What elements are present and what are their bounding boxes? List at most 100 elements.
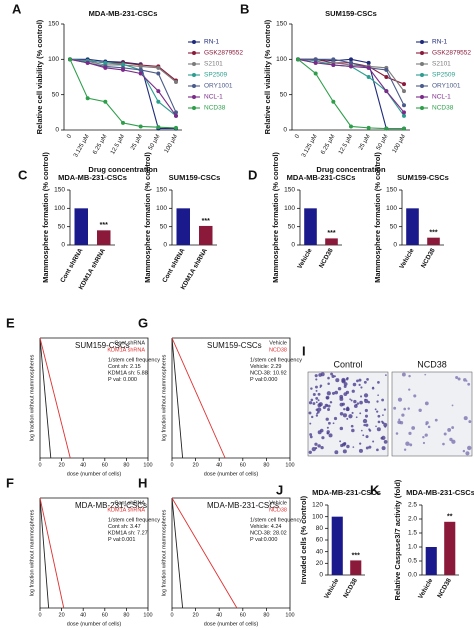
note: 1/stem cell frequency (108, 357, 160, 363)
cell (360, 386, 363, 389)
point (402, 110, 406, 115)
cell (462, 449, 466, 453)
cell (364, 408, 368, 413)
y-tick-label: 150 (276, 21, 287, 28)
x-tick-label: Vehicle (417, 577, 434, 600)
y-tick-label: 80 (316, 525, 324, 532)
point (384, 126, 389, 131)
point (331, 62, 336, 67)
cell (333, 416, 338, 421)
point (331, 99, 336, 104)
x-tick-label: 40 (216, 462, 222, 468)
legend-marker (192, 106, 196, 110)
cell (382, 414, 384, 417)
cell (339, 397, 344, 401)
x-tick-label: 100 (143, 612, 152, 618)
note: Vehicle: 4.24 (250, 524, 282, 530)
point (103, 65, 108, 70)
cell (318, 373, 323, 377)
cell (334, 450, 339, 455)
chart-title: SUM159-CSCs (169, 173, 221, 182)
legend-label: Cont shRNA (114, 340, 145, 346)
x-tick-label: Vehicle (296, 247, 313, 270)
cell (371, 386, 375, 390)
point (103, 60, 108, 65)
legend-label: NCL-1 (204, 94, 223, 101)
y-tick-label: 0 (319, 572, 323, 579)
point (138, 124, 143, 129)
cell (309, 435, 313, 439)
cell (315, 401, 318, 404)
x-tick-label: 60 (102, 462, 108, 468)
significance: *** (327, 230, 335, 237)
point (174, 113, 178, 118)
point (68, 57, 72, 62)
point (103, 99, 108, 104)
x-tick-label: Cont shRNA (161, 247, 186, 284)
cell (312, 393, 316, 397)
x-axis-label: dose (number of cells) (204, 621, 259, 627)
point (366, 75, 371, 79)
point (174, 79, 178, 84)
cell (314, 442, 318, 446)
cell (422, 441, 426, 445)
point (313, 71, 318, 76)
legend-label: KDM1A shRNA (107, 507, 145, 513)
cell (346, 417, 349, 420)
cell (341, 377, 346, 383)
legend-label: SP2509 (204, 72, 228, 79)
fit-line (39, 337, 71, 459)
point (174, 125, 178, 130)
y-axis-label: Mammosphere formation (% control) (41, 152, 50, 283)
cell (409, 443, 413, 447)
cell (398, 418, 401, 421)
cell (350, 424, 354, 428)
y-tick-label: 2.0 (408, 516, 417, 523)
point (402, 126, 406, 131)
cell (381, 435, 386, 440)
x-tick-label: 20 (193, 462, 199, 468)
point (366, 65, 371, 70)
cell (343, 407, 346, 411)
x-tick-label: 100 (285, 462, 294, 468)
y-tick-label: 1.5 (408, 530, 417, 537)
cell (422, 435, 425, 439)
cell (408, 431, 412, 435)
point (138, 64, 143, 69)
x-tick-label: 80 (123, 612, 129, 618)
legend-label: ORY1001 (204, 83, 233, 90)
y-tick-label: 100 (386, 205, 397, 212)
cell (463, 378, 467, 382)
cell (363, 393, 369, 398)
cell (350, 399, 353, 402)
significance: *** (429, 230, 437, 237)
point (331, 57, 336, 62)
point (349, 57, 353, 62)
point (174, 110, 178, 115)
cell (374, 408, 377, 411)
cell (372, 440, 375, 443)
x-tick-label: 50 μM (376, 134, 390, 152)
cell (397, 397, 403, 402)
x-tick-label: 80 (263, 462, 269, 468)
y-axis-label: log fraction without mammospheres (29, 509, 35, 596)
x-tick-label: 40 (216, 612, 222, 618)
x-tick-label: 12.5 μM (338, 134, 354, 156)
cell (339, 426, 344, 431)
cell (424, 433, 428, 437)
cell (358, 448, 363, 453)
panel-label: D (248, 167, 257, 182)
x-tick-label: 3.125 μM (73, 134, 91, 159)
cell (381, 420, 384, 423)
legend-marker (192, 62, 196, 66)
x-tick-label: 0 (294, 133, 301, 139)
x-tick-label: 6.25 μM (320, 134, 336, 156)
cell (424, 401, 429, 406)
chart-title: MDA-MB-231-CSCs (89, 9, 158, 18)
y-tick-label: 100 (312, 513, 323, 520)
axes (291, 24, 410, 131)
axes (39, 338, 148, 459)
cell (355, 403, 358, 406)
x-axis-label: dose (number of cells) (67, 621, 122, 627)
cell (418, 408, 422, 412)
